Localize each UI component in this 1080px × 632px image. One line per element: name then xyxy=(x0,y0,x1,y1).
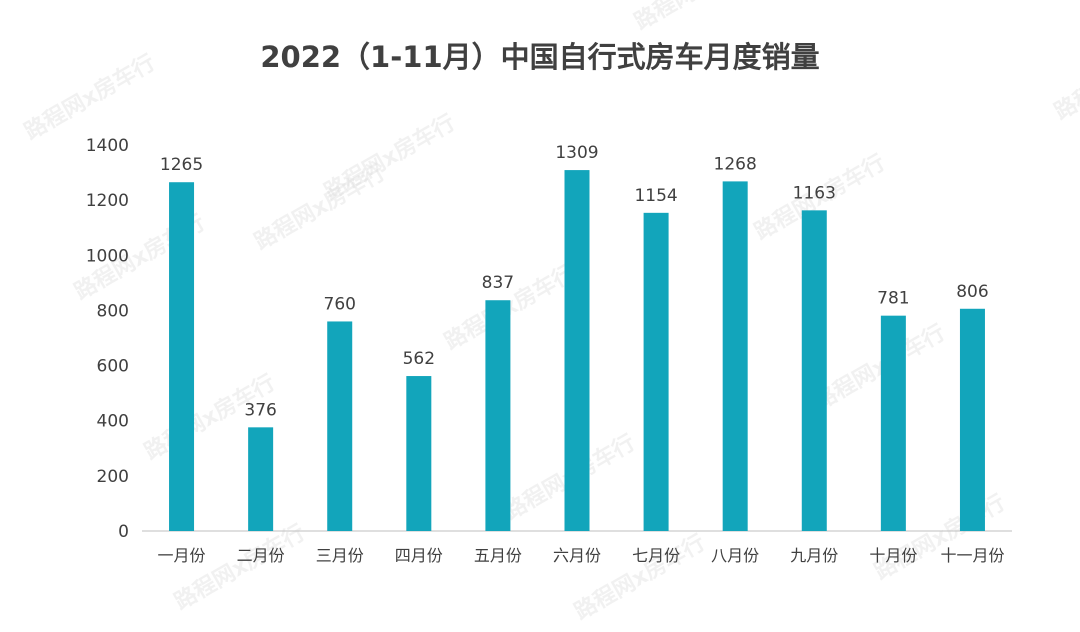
bar-3 xyxy=(327,321,353,531)
x-tick-label: 四月份 xyxy=(395,546,443,565)
chart-title: 2022（1-11月）中国自行式房车月度销量 xyxy=(260,40,820,74)
y-tick-label: 800 xyxy=(97,301,129,321)
y-tick-label: 400 xyxy=(97,412,129,432)
bar-4 xyxy=(406,376,432,531)
data-label: 1163 xyxy=(793,183,836,203)
y-tick-label: 1000 xyxy=(86,246,129,266)
x-tick-label: 三月份 xyxy=(316,546,364,565)
x-tick-label: 一月份 xyxy=(158,546,206,565)
y-tick-label: 600 xyxy=(97,357,129,377)
x-tick-label: 五月份 xyxy=(474,546,522,565)
watermark-text: 路程网x房车行 xyxy=(20,50,160,146)
data-label: 1268 xyxy=(714,154,757,174)
bar-10 xyxy=(880,315,906,531)
y-tick-label: 1200 xyxy=(86,191,129,211)
data-label: 1265 xyxy=(160,155,203,175)
y-tick-label: 1400 xyxy=(86,136,129,156)
x-tick-label: 六月份 xyxy=(553,546,601,565)
bar-7 xyxy=(643,212,669,531)
x-tick-label: 十一月份 xyxy=(940,546,1004,565)
watermark-text: 路程网x房车行 xyxy=(810,320,950,416)
data-label: 376 xyxy=(244,400,276,420)
x-tick-label: 八月份 xyxy=(711,546,759,565)
data-label: 837 xyxy=(482,273,514,293)
data-label: 562 xyxy=(403,349,435,369)
x-tick-label: 九月份 xyxy=(790,546,838,565)
data-label: 760 xyxy=(324,294,356,314)
bar-6 xyxy=(564,170,590,531)
x-tick-label: 七月份 xyxy=(632,546,680,565)
data-label: 781 xyxy=(877,289,909,309)
x-tick-label: 十月份 xyxy=(869,546,917,565)
watermark-text: 路程网x房车行 xyxy=(170,520,310,616)
bar-1 xyxy=(169,182,195,531)
y-tick-label: 0 xyxy=(118,522,129,542)
watermark-text: 路程网x房车行 xyxy=(1050,30,1080,126)
watermark-text: 路程网x房车行 xyxy=(250,160,390,256)
bar-5 xyxy=(485,300,511,531)
bar-9 xyxy=(801,210,827,531)
data-label: 1154 xyxy=(634,186,677,206)
bar-2 xyxy=(248,427,274,531)
watermark-text: 路程网x房车行 xyxy=(630,0,770,35)
bar-8 xyxy=(722,181,748,531)
y-tick-label: 200 xyxy=(97,467,129,487)
data-label: 1309 xyxy=(555,143,598,163)
watermark-text: 路程网x房车行 xyxy=(570,530,710,626)
bar-11 xyxy=(959,308,985,531)
x-tick-label: 二月份 xyxy=(237,546,285,565)
data-label: 806 xyxy=(956,282,988,302)
